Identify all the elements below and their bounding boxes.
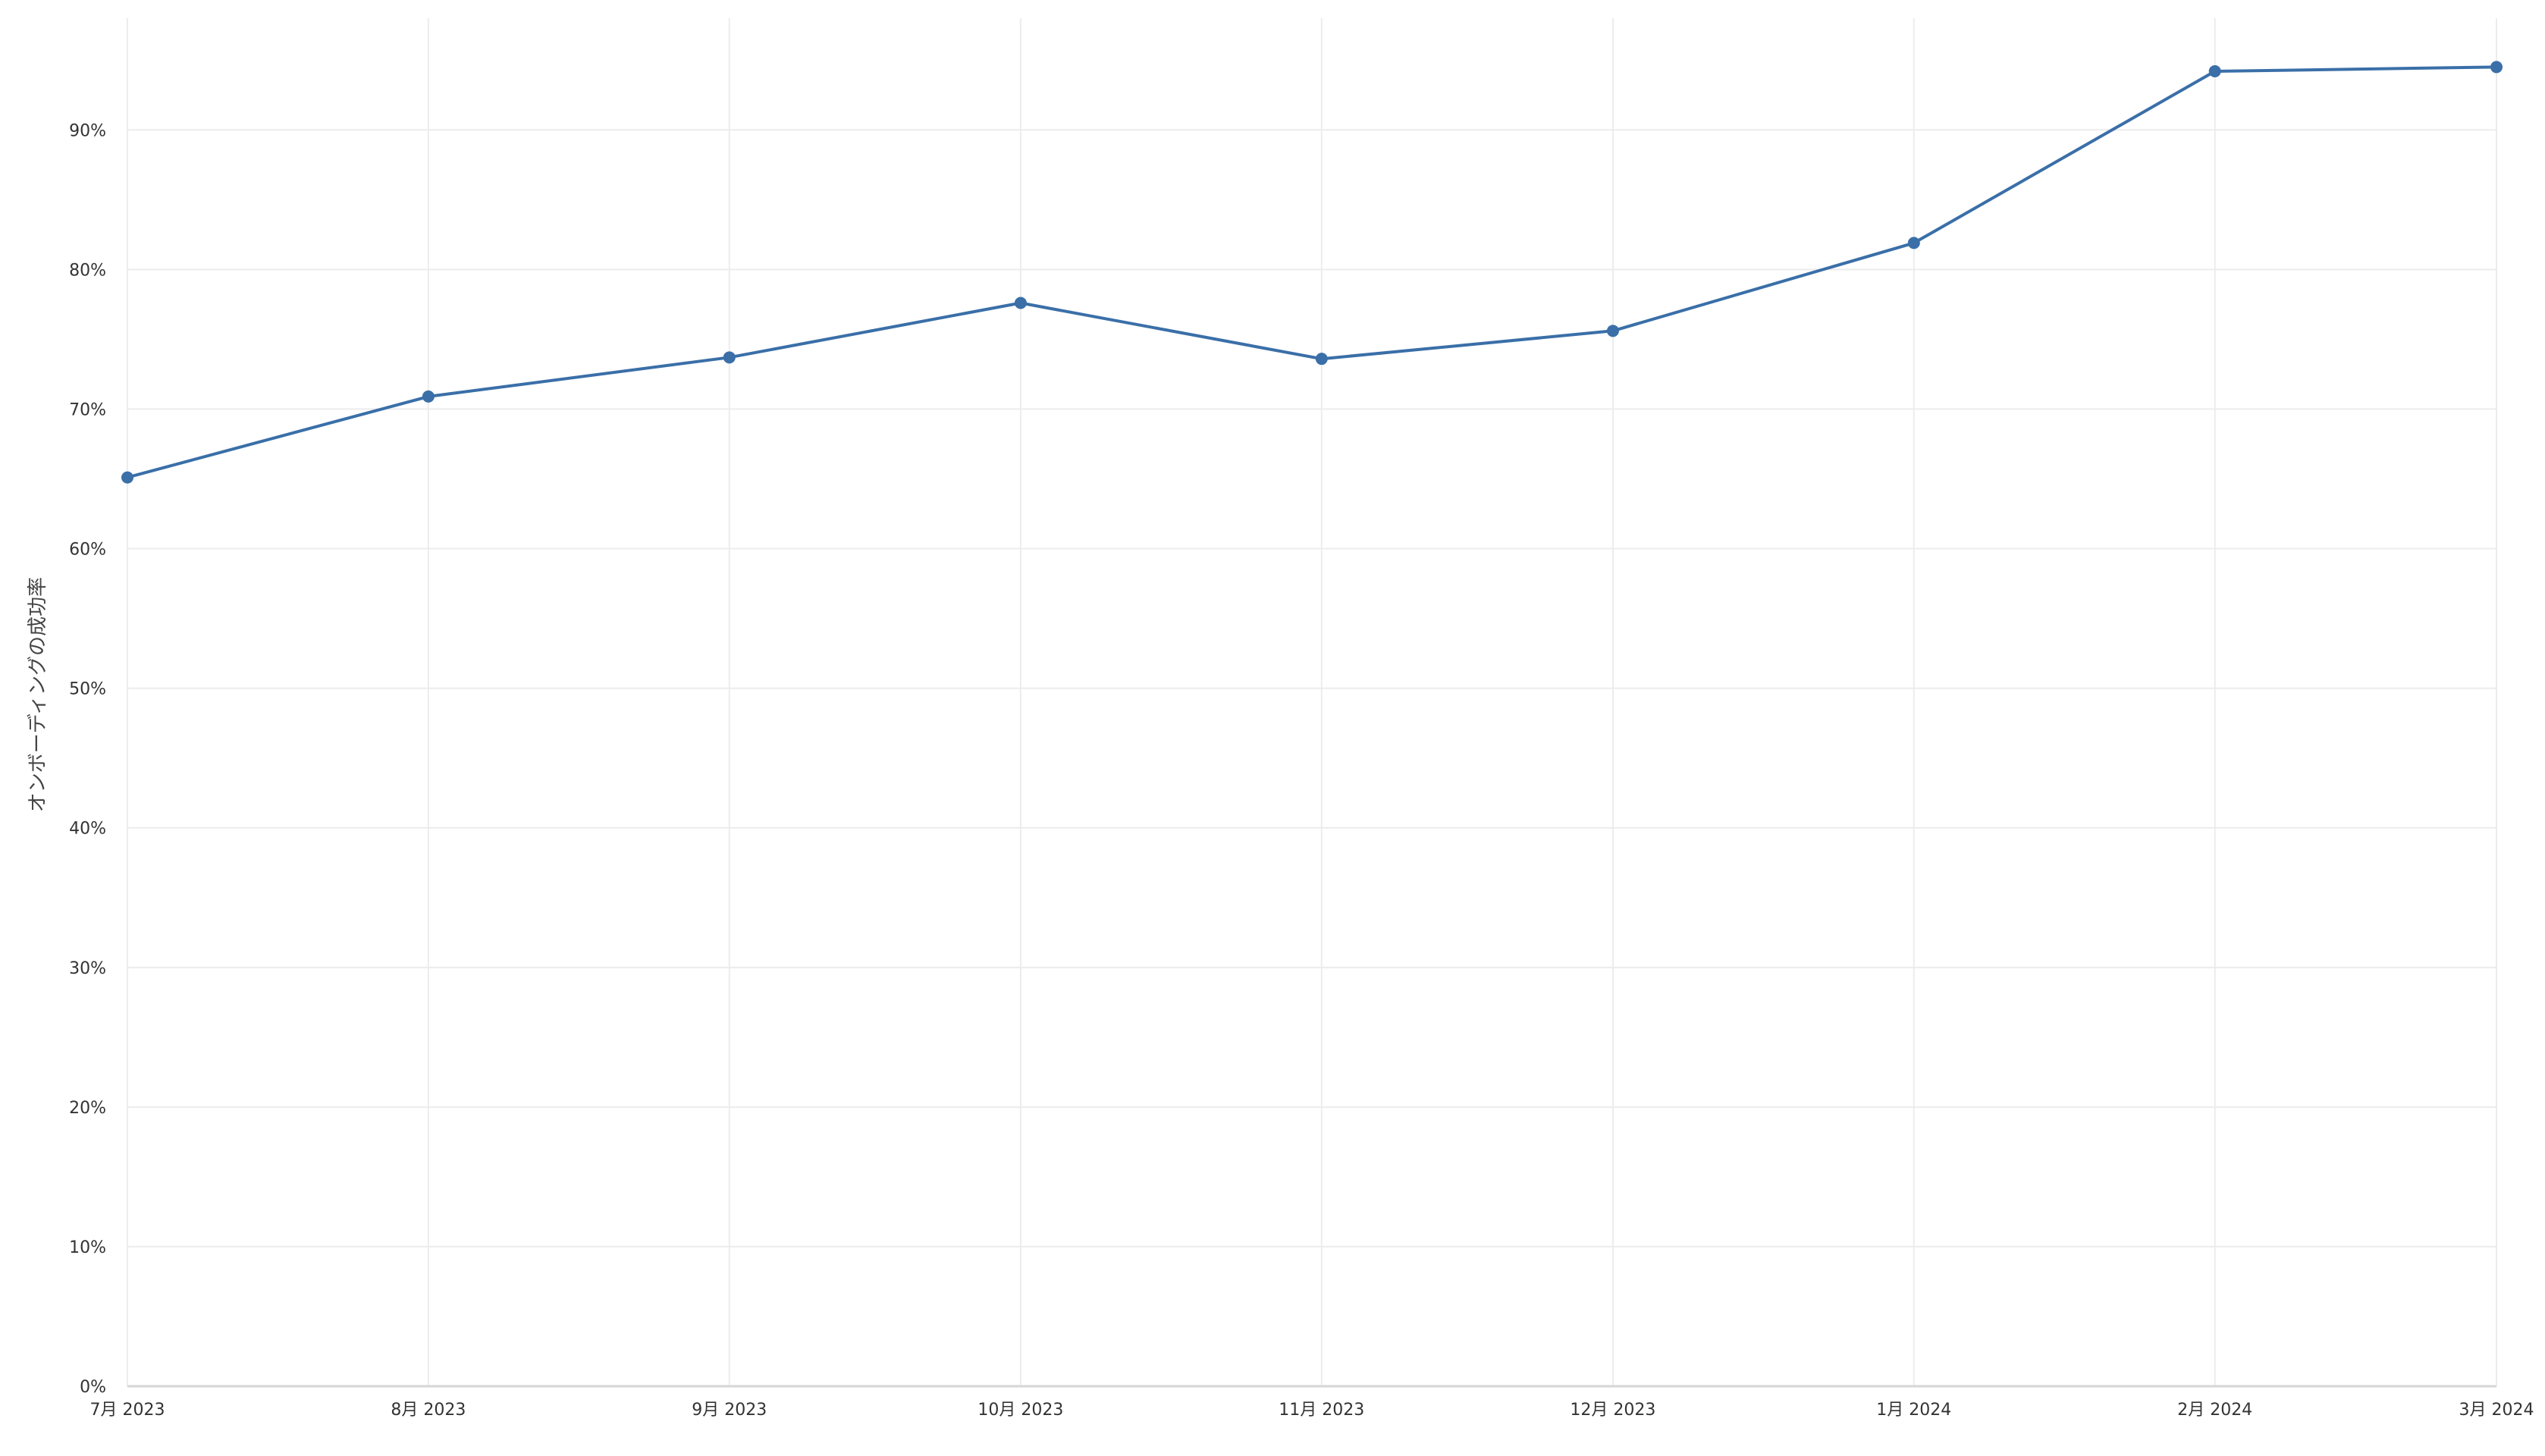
x-tick-label: 3月 2024 (2459, 1401, 2534, 1420)
data-point (121, 471, 133, 484)
data-point (1014, 297, 1027, 309)
y-tick-label: 0% (80, 1378, 106, 1397)
x-tick-label: 7月 2023 (90, 1401, 165, 1420)
x-tick-label: 11月 2023 (1279, 1401, 1364, 1420)
labels: 0% 10% 20% 30% 40% 50% 60% 70% 80% 90% 7月 2023 8月 2… (69, 121, 2534, 1420)
y-tick-label: 80% (69, 261, 106, 280)
y-tick-label: 20% (69, 1099, 106, 1118)
y-tick-label: 40% (69, 820, 106, 839)
data-point (422, 390, 435, 403)
data-point (723, 351, 736, 364)
y-tick-label: 50% (69, 680, 106, 699)
grid (127, 18, 2497, 1386)
x-tick-label: 9月 2023 (692, 1401, 767, 1420)
y-tick-label: 10% (69, 1238, 106, 1257)
data-point (2490, 61, 2503, 74)
x-tick-label: 2月 2024 (2177, 1401, 2252, 1420)
data-point (1907, 237, 1920, 249)
x-tick-label: 10月 2023 (978, 1401, 1063, 1420)
y-tick-label: 90% (69, 121, 106, 140)
series (121, 61, 2503, 484)
x-tick-label: 8月 2023 (391, 1401, 466, 1420)
y-tick-label: 70% (69, 400, 106, 419)
x-tick-label: 1月 2024 (1876, 1401, 1951, 1420)
y-tick-label: 60% (69, 541, 106, 560)
data-point (1315, 353, 1328, 366)
y-tick-label: 30% (69, 959, 106, 978)
x-tick-label: 12月 2023 (1570, 1401, 1655, 1420)
series-line (126, 65, 2498, 479)
data-point (1606, 325, 1619, 337)
y-axis-title: オンボーディングの成功率 (27, 577, 49, 812)
data-point (2208, 64, 2221, 77)
